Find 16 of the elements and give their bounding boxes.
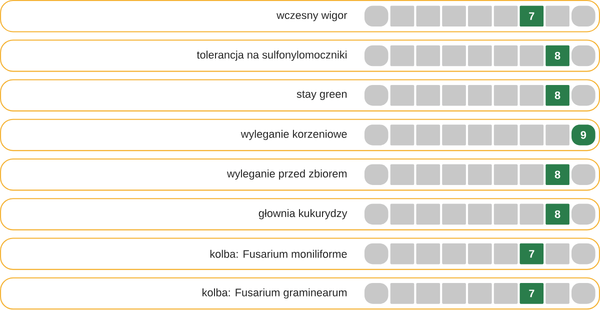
category-label: wyleganie korzeniowe: [240, 130, 347, 140]
data-label: 8: [554, 210, 560, 218]
category-label: kolba: Fusarium graminearum: [202, 288, 347, 299]
category-label: stay green: [296, 90, 347, 100]
category-label: głownia kukurydzy: [258, 209, 348, 220]
data-label: 7: [529, 290, 534, 298]
data-label: 7: [529, 12, 534, 20]
data-label: 7: [529, 250, 534, 258]
data-label: 9: [580, 131, 586, 140]
category-label: kolba: Fusarium moniliforme: [210, 250, 347, 258]
category-label: tolerancja na sulfonylomoczniki: [196, 50, 347, 62]
data-label: 8: [554, 170, 560, 179]
category-label: wczesny wigor: [276, 11, 348, 22]
data-label: 8: [554, 52, 560, 60]
data-label: 8: [554, 92, 560, 100]
category-label: wyleganie przed zbiorem: [226, 170, 347, 180]
